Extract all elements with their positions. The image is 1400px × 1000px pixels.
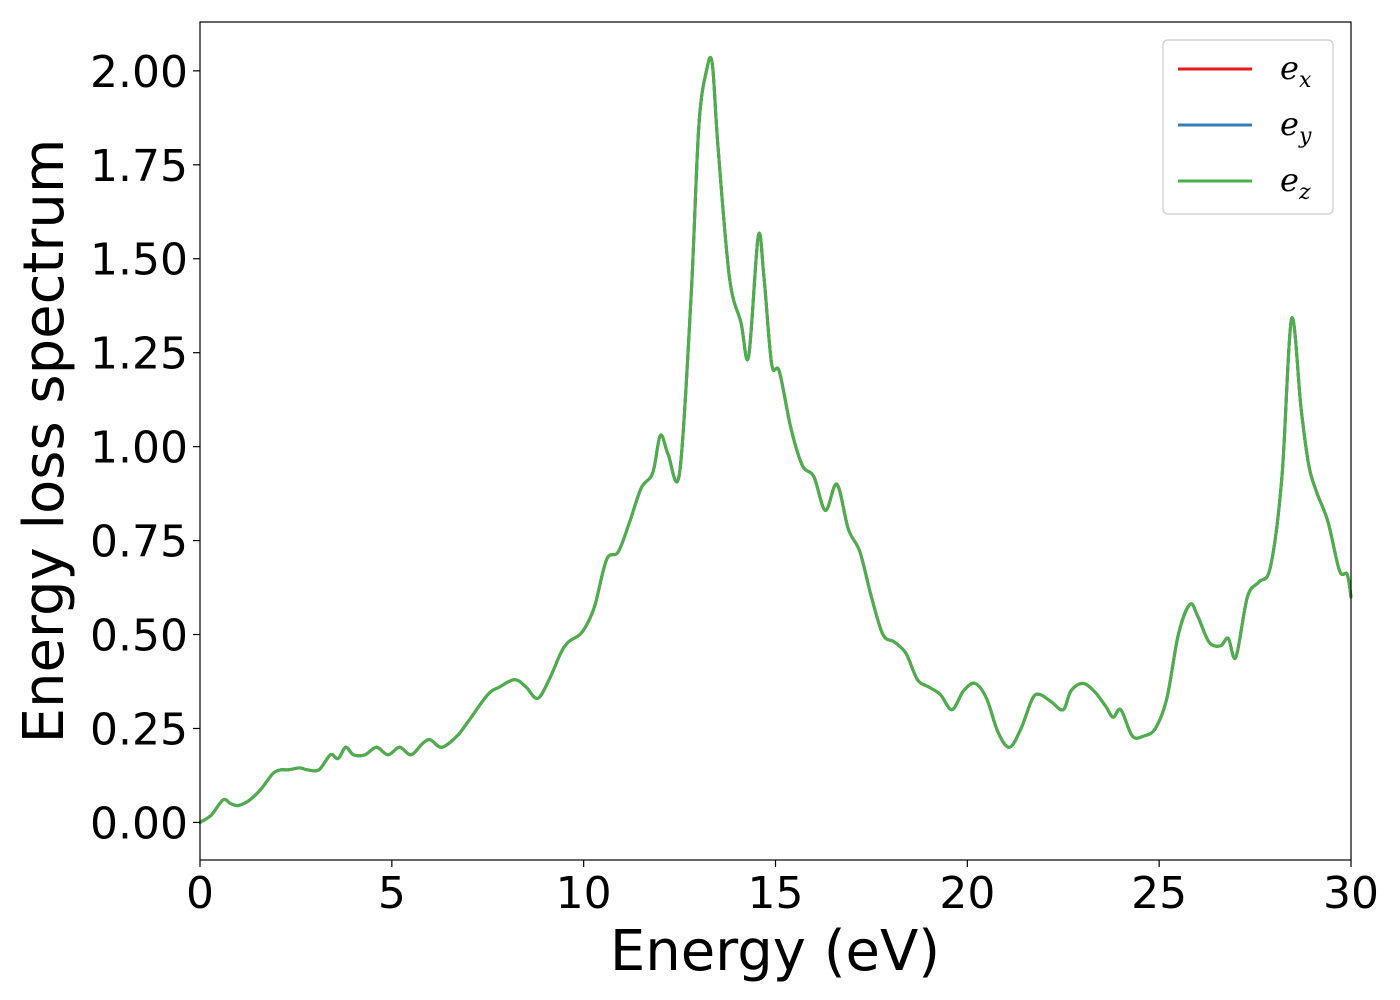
y-tick-label: 0.50 <box>90 611 188 662</box>
y-tick-label: 0.75 <box>90 517 188 568</box>
legend-label-ez: ez <box>1280 161 1311 205</box>
x-tick-label: 0 <box>186 868 214 919</box>
y-tick-label: 1.50 <box>90 235 188 286</box>
x-tick-label: 25 <box>1131 868 1187 919</box>
x-axis: 0 5 10 15 20 25 30 <box>186 860 1379 919</box>
y-tick-label: 1.00 <box>90 423 188 474</box>
x-tick-label: 30 <box>1323 868 1379 919</box>
y-tick-label: 0.25 <box>90 704 188 755</box>
x-tick-label: 10 <box>556 868 612 919</box>
x-tick-label: 15 <box>748 868 804 919</box>
series-layer <box>198 55 1353 824</box>
legend-label-ey: ey <box>1280 105 1312 149</box>
y-tick-label: 1.25 <box>90 329 188 380</box>
y-tick-label: 2.00 <box>90 47 188 98</box>
legend-box <box>1162 39 1334 215</box>
series-line-e-z <box>198 55 1353 824</box>
y-tick-label: 0.00 <box>90 798 188 849</box>
legend: ex ey ez <box>1162 39 1334 215</box>
x-axis-label: Energy (eV) <box>610 919 940 984</box>
y-tick-label: 1.75 <box>90 141 188 192</box>
legend-label-ex: ex <box>1280 49 1312 93</box>
x-tick-label: 5 <box>378 868 406 919</box>
y-axis-label: Energy loss spectrum <box>12 139 77 744</box>
y-axis: 0.00 0.25 0.50 0.75 1.00 1.25 1.50 1.75 2.00 <box>90 47 200 849</box>
x-tick-label: 20 <box>939 868 995 919</box>
